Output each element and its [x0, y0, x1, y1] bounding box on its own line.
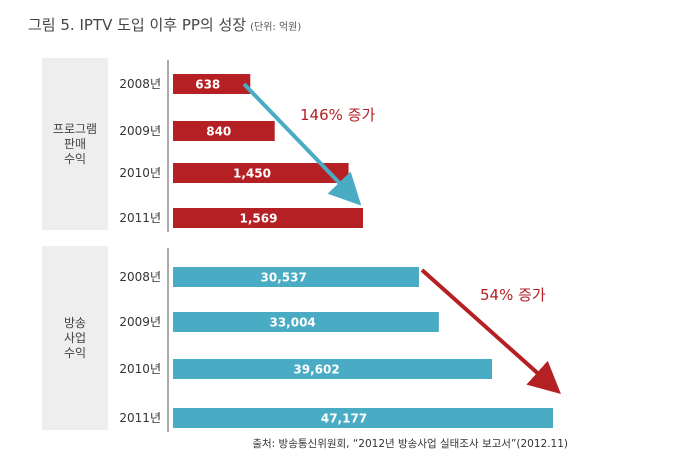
group-label: 수익	[64, 346, 86, 360]
group-label: 프로그램	[53, 122, 97, 136]
bar-value-label: 1,569	[240, 212, 278, 226]
group-label: 판매	[64, 137, 86, 151]
bar-value-label: 638	[195, 78, 220, 92]
year-tick-label: 2009년	[119, 315, 161, 329]
bar-value-label: 30,537	[261, 271, 307, 285]
group-label: 사업	[64, 331, 86, 345]
year-tick-label: 2008년	[119, 270, 161, 284]
year-tick-label: 2009년	[119, 124, 161, 138]
bar-value-label: 33,004	[269, 316, 315, 330]
growth-annotation: 146% 증가	[300, 106, 375, 124]
year-tick-label: 2010년	[119, 166, 161, 180]
group-label: 방송	[64, 316, 86, 330]
year-tick-label: 2008년	[119, 77, 161, 91]
source-note: 출처: 방송통신위원회, “2012년 방송사업 실태조사 보고서”(2012.…	[252, 436, 568, 451]
year-tick-label: 2010년	[119, 362, 161, 376]
bar-value-label: 1,450	[233, 167, 271, 181]
year-tick-label: 2011년	[119, 211, 161, 225]
bar-value-label: 39,602	[293, 363, 339, 377]
bar-value-label: 840	[206, 125, 231, 139]
group-label: 수익	[64, 152, 86, 166]
growth-annotation: 54% 증가	[480, 286, 546, 304]
year-tick-label: 2011년	[119, 411, 161, 425]
bar-value-label: 47,177	[321, 412, 367, 426]
